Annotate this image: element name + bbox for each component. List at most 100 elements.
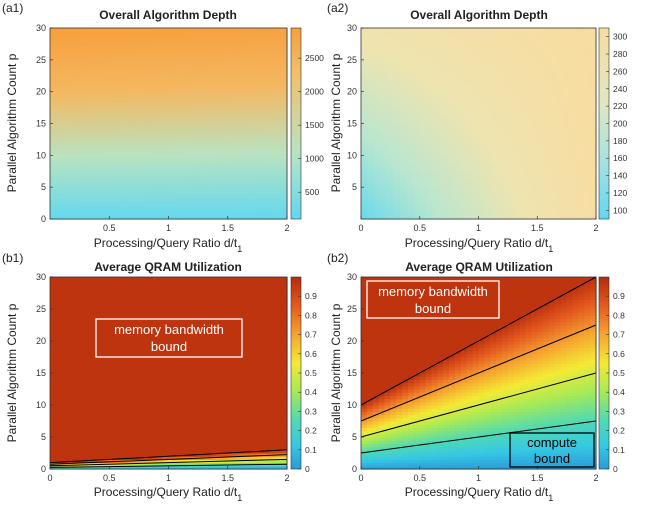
heatmap-cell bbox=[96, 158, 104, 164]
heatmap-cell bbox=[85, 379, 93, 384]
heatmap-cell bbox=[406, 179, 414, 185]
heatmap-cell bbox=[91, 369, 98, 374]
heatmap-cell bbox=[122, 88, 130, 94]
heatmap-cell bbox=[589, 101, 597, 107]
heatmap-cell bbox=[215, 318, 223, 323]
heatmap-cell bbox=[102, 197, 110, 203]
heatmap-cell bbox=[439, 162, 447, 168]
heatmap-cell bbox=[498, 114, 506, 120]
heatmap-cell bbox=[419, 214, 427, 220]
heatmap-cell bbox=[135, 214, 143, 220]
heatmap-cell bbox=[82, 36, 91, 42]
heatmap-cell bbox=[79, 443, 87, 448]
heatmap-cell bbox=[491, 175, 499, 181]
heatmap-cell bbox=[227, 123, 235, 129]
heatmap-cell bbox=[380, 101, 388, 107]
heatmap-cell bbox=[458, 162, 467, 168]
heatmap-cell bbox=[260, 28, 268, 33]
heatmap-cell bbox=[115, 395, 122, 400]
heatmap-cell bbox=[550, 136, 558, 142]
heatmap-cell bbox=[127, 305, 134, 310]
heatmap-cell bbox=[517, 184, 525, 190]
heatmap-cell bbox=[504, 162, 512, 168]
heatmap-cell bbox=[115, 437, 122, 441]
heatmap-cell bbox=[524, 192, 532, 198]
heatmap-cell bbox=[129, 145, 137, 151]
heatmap-cell bbox=[485, 114, 493, 120]
heatmap-cell bbox=[209, 446, 217, 451]
heatmap-cell bbox=[234, 201, 242, 207]
heatmap-cell bbox=[144, 392, 152, 396]
heatmap-cell bbox=[215, 395, 223, 400]
heatmap-cell bbox=[367, 58, 375, 64]
heatmap-cell bbox=[260, 205, 268, 211]
heatmap-cell bbox=[188, 106, 196, 112]
heatmap-cell bbox=[162, 318, 170, 323]
heatmap-cell bbox=[537, 140, 545, 146]
heatmap-cell bbox=[135, 75, 143, 81]
heatmap-cell bbox=[215, 398, 223, 403]
heatmap-cell bbox=[458, 188, 467, 194]
heatmap-cell bbox=[56, 114, 64, 120]
heatmap-cell bbox=[82, 58, 91, 64]
heatmap-cell bbox=[576, 28, 584, 33]
heatmap-cell bbox=[109, 49, 117, 55]
heatmap-cell bbox=[56, 166, 64, 172]
heatmap-cell bbox=[426, 114, 434, 120]
heatmap-cell bbox=[135, 127, 143, 133]
heatmap-cell bbox=[511, 197, 519, 203]
heatmap-cell bbox=[511, 119, 519, 125]
heatmap-cell bbox=[138, 366, 146, 371]
heatmap-cell bbox=[150, 401, 158, 406]
heatmap-cell bbox=[400, 210, 408, 216]
x-tick-label: 0.5 bbox=[103, 223, 116, 233]
heatmap-cell bbox=[61, 293, 69, 297]
heatmap-cell bbox=[50, 171, 58, 177]
heatmap-cell bbox=[150, 360, 158, 364]
heatmap-cell bbox=[168, 363, 176, 368]
heatmap-cell bbox=[138, 453, 146, 457]
heatmap-cell bbox=[144, 293, 152, 297]
heatmap-cell bbox=[569, 188, 578, 194]
heatmap-cell bbox=[511, 153, 519, 159]
heatmap-cell bbox=[150, 437, 158, 441]
heatmap-cell bbox=[186, 414, 193, 419]
heatmap-cell bbox=[85, 277, 93, 281]
heatmap-cell bbox=[209, 389, 217, 393]
heatmap-cell bbox=[374, 184, 382, 190]
heatmap-cell bbox=[156, 309, 164, 313]
heatmap-cell bbox=[367, 175, 375, 181]
heatmap-cell bbox=[400, 97, 408, 103]
heatmap-cell bbox=[204, 392, 211, 396]
heatmap-cell bbox=[537, 166, 545, 172]
heatmap-cell bbox=[569, 110, 578, 116]
heatmap-cell bbox=[260, 123, 268, 129]
heatmap-cell bbox=[556, 119, 564, 125]
heatmap-cell bbox=[150, 459, 158, 464]
heatmap-cell bbox=[215, 462, 223, 467]
heatmap-cell bbox=[576, 162, 584, 168]
heatmap-cell bbox=[109, 80, 117, 86]
heatmap-cell bbox=[198, 360, 205, 364]
heatmap-cell bbox=[50, 36, 58, 42]
heatmap-cell bbox=[155, 41, 163, 46]
heatmap-cell bbox=[280, 201, 288, 207]
heatmap-cell bbox=[491, 197, 499, 203]
heatmap-cell bbox=[458, 75, 467, 81]
heatmap-cell bbox=[215, 360, 223, 364]
heatmap-cell bbox=[174, 312, 181, 316]
heatmap-cell bbox=[156, 366, 164, 371]
heatmap-cell bbox=[374, 80, 382, 86]
heatmap-cell bbox=[186, 305, 193, 310]
heatmap-cell bbox=[132, 363, 140, 368]
heatmap-cell bbox=[215, 385, 223, 390]
heatmap-cell bbox=[129, 184, 137, 190]
heatmap-cell bbox=[556, 136, 564, 142]
heatmap-cell bbox=[234, 119, 242, 125]
heatmap-cell bbox=[150, 321, 158, 326]
heatmap-cell bbox=[445, 71, 453, 77]
heatmap-cell bbox=[569, 49, 578, 55]
heatmap-cell bbox=[91, 417, 98, 422]
heatmap-cell bbox=[82, 101, 91, 107]
heatmap-cell bbox=[69, 197, 77, 203]
